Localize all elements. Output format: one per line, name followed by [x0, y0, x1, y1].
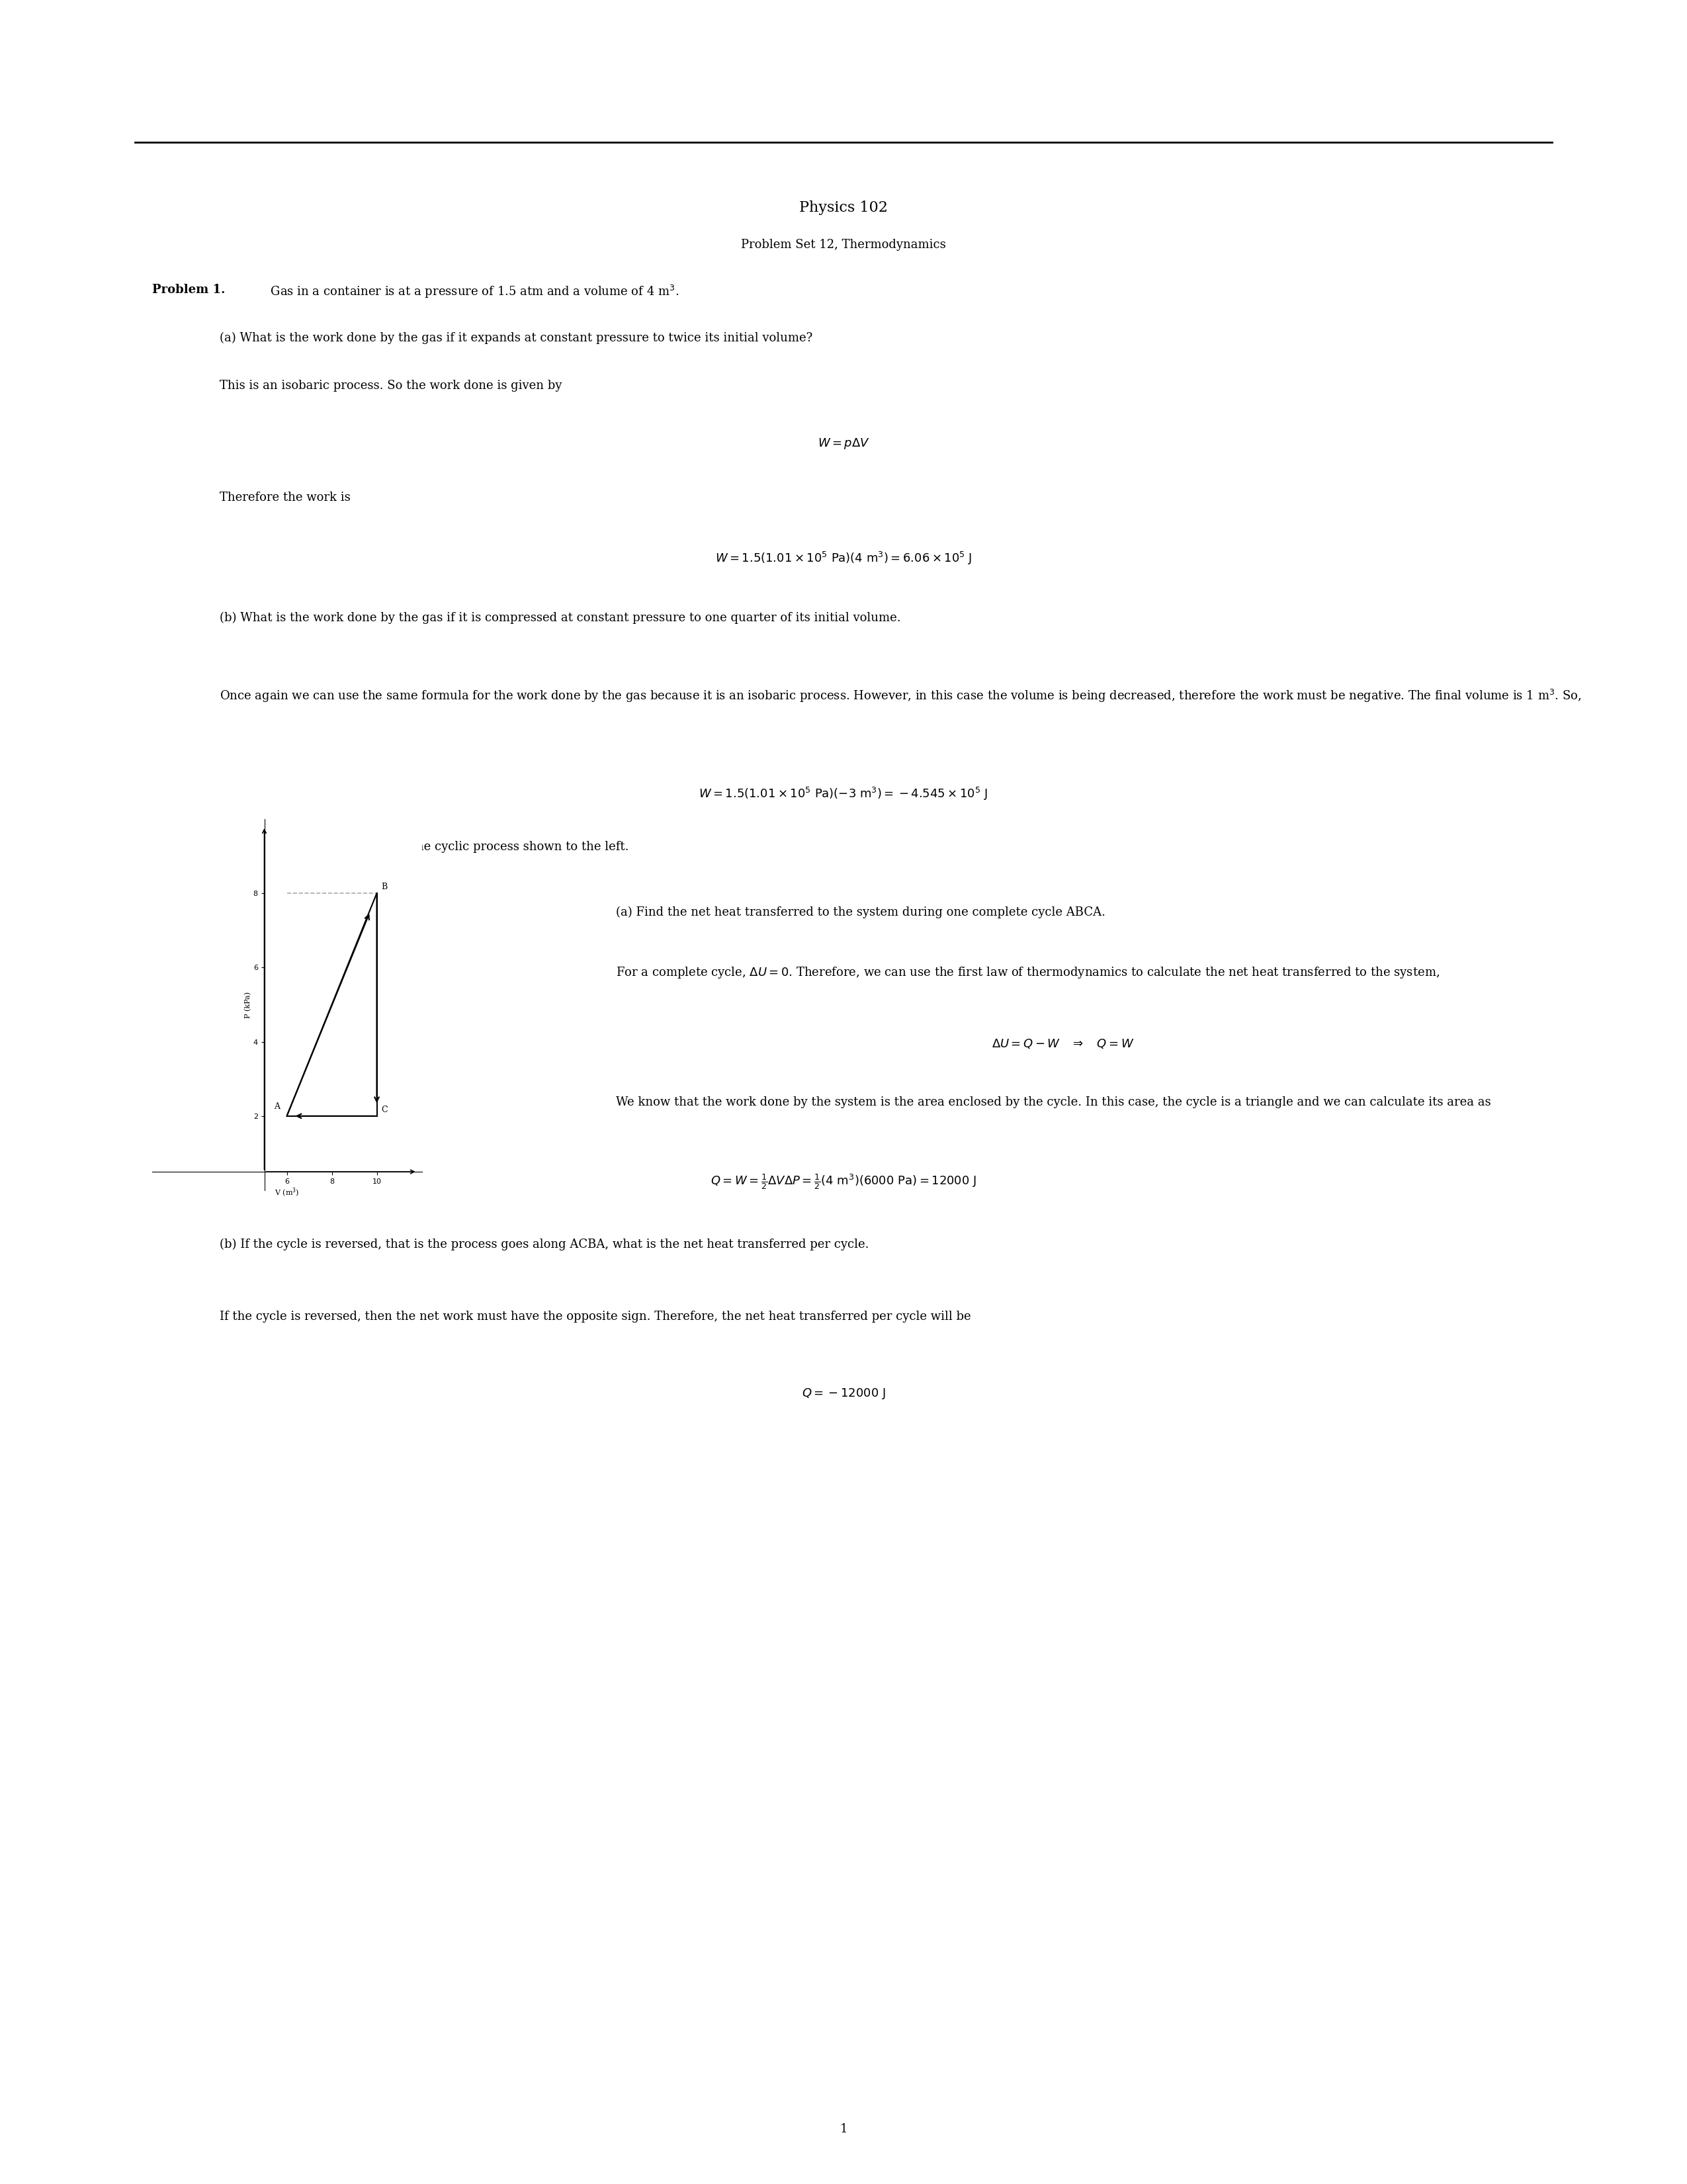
Text: We know that the work done by the system is the area enclosed by the cycle. In t: We know that the work done by the system… [616, 1096, 1491, 1107]
Text: (b) What is the work done by the gas if it is compressed at constant pressure to: (b) What is the work done by the gas if … [219, 612, 901, 625]
Text: Once again we can use the same formula for the work done by the gas because it i: Once again we can use the same formula f… [219, 688, 1581, 703]
Text: B: B [381, 882, 388, 891]
Text: Problem Set 12, Thermodynamics: Problem Set 12, Thermodynamics [741, 238, 946, 251]
X-axis label: V (m$^3$): V (m$^3$) [275, 1186, 299, 1199]
Text: Physics 102: Physics 102 [800, 201, 887, 214]
Text: $\Delta U = Q - W \quad \Rightarrow \quad Q = W$: $\Delta U = Q - W \quad \Rightarrow \qua… [992, 1037, 1134, 1051]
Text: If the cycle is reversed, then the net work must have the opposite sign. Therefo: If the cycle is reversed, then the net w… [219, 1310, 970, 1321]
Text: This is an isobaric process. So the work done is given by: This is an isobaric process. So the work… [219, 380, 562, 391]
Text: (a) What is the work done by the gas if it expands at constant pressure to twice: (a) What is the work done by the gas if … [219, 332, 811, 345]
Text: 1: 1 [840, 2123, 847, 2136]
Text: $Q = W = \frac{1}{2}\Delta V \Delta P = \frac{1}{2}\left(4 \text{ m}^3\right)(60: $Q = W = \frac{1}{2}\Delta V \Delta P = … [710, 1173, 977, 1190]
Text: Problem 1.: Problem 1. [152, 284, 224, 295]
Text: $W = 1.5\left(1.01 \times 10^5 \text{ Pa}\right)\left(4 \text{ m}^3\right) = 6.0: $W = 1.5\left(1.01 \times 10^5 \text{ Pa… [715, 550, 972, 566]
Text: $W = p\Delta V$: $W = p\Delta V$ [818, 437, 869, 450]
Text: $Q = -12000 \text{ J}$: $Q = -12000 \text{ J}$ [801, 1387, 886, 1400]
Text: For a complete cycle, $\Delta U = 0$. Therefore, we can use the first law of the: For a complete cycle, $\Delta U = 0$. Th… [616, 965, 1439, 981]
Y-axis label: P (kPa): P (kPa) [245, 992, 251, 1018]
Text: (b) If the cycle is reversed, that is the process goes along ACBA, what is the n: (b) If the cycle is reversed, that is th… [219, 1238, 869, 1251]
Text: C: C [381, 1105, 388, 1114]
Text: (a) Find the net heat transferred to the system during one complete cycle ABCA.: (a) Find the net heat transferred to the… [616, 906, 1105, 919]
Text: A gas is taken through the cyclic process shown to the left.: A gas is taken through the cyclic proces… [267, 841, 629, 852]
Text: A: A [273, 1103, 280, 1112]
Text: Therefore the work is: Therefore the work is [219, 491, 351, 502]
Text: $W = 1.5\left(1.01 \times 10^5 \text{ Pa}\right)\left(-3 \text{ m}^3\right) = -4: $W = 1.5\left(1.01 \times 10^5 \text{ Pa… [698, 786, 989, 802]
Text: Gas in a container is at a pressure of 1.5 atm and a volume of 4 m$^3$.: Gas in a container is at a pressure of 1… [267, 284, 678, 299]
Text: Problem 2.: Problem 2. [152, 841, 224, 852]
